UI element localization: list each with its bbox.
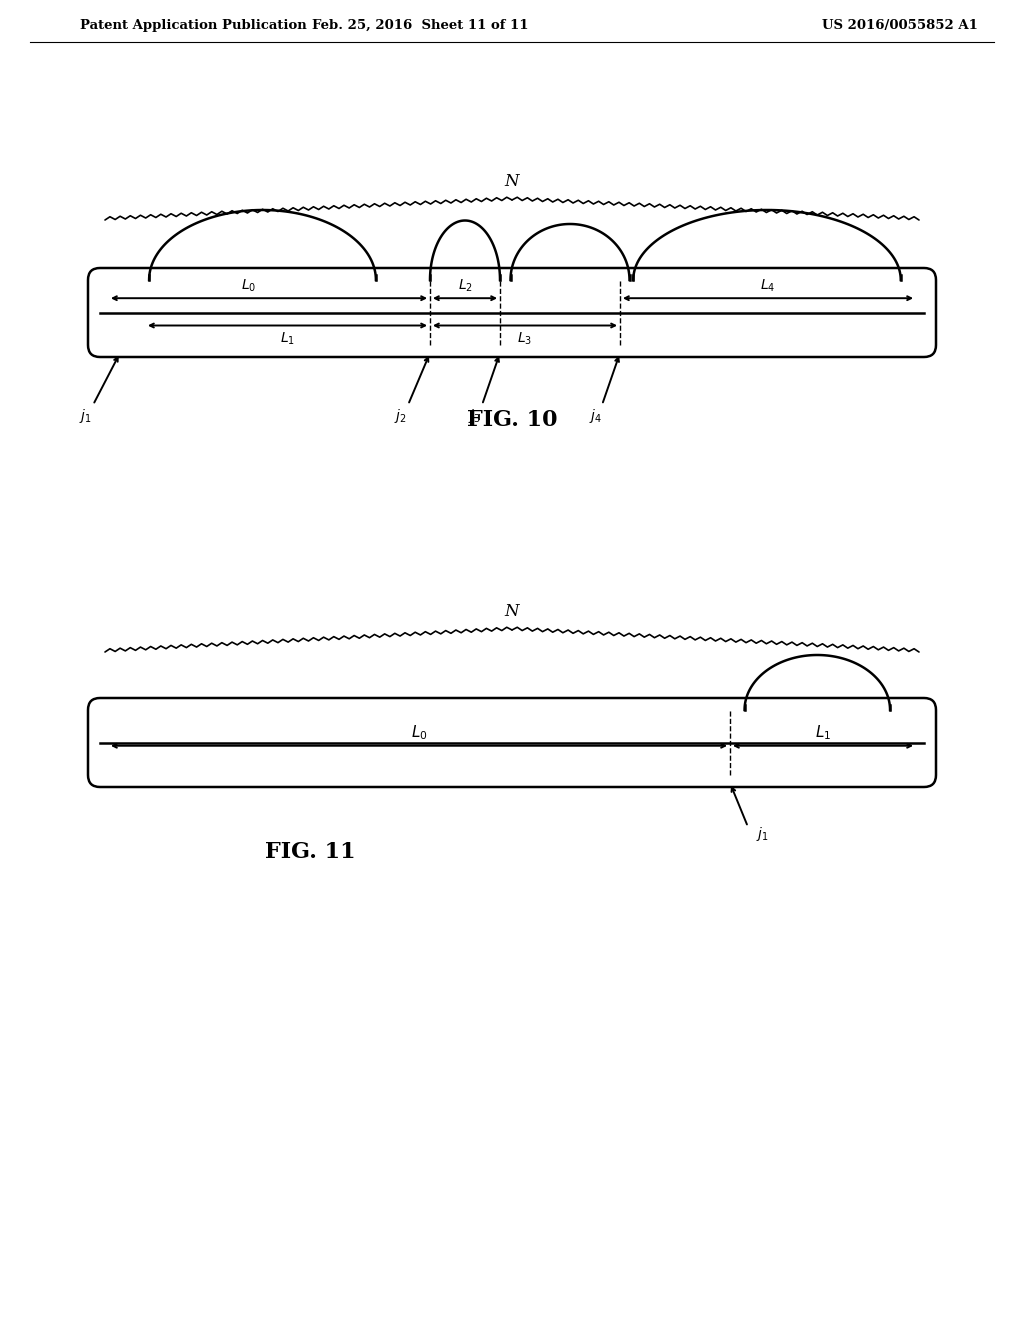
Text: FIG. 10: FIG. 10 [467, 409, 557, 432]
Text: FIG. 11: FIG. 11 [264, 841, 355, 863]
Text: $L_2$: $L_2$ [458, 277, 472, 294]
Text: $j_4$: $j_4$ [589, 407, 601, 425]
Text: Patent Application Publication: Patent Application Publication [80, 18, 307, 32]
Text: $L_1$: $L_1$ [815, 723, 831, 742]
Text: US 2016/0055852 A1: US 2016/0055852 A1 [822, 18, 978, 32]
Text: $L_3$: $L_3$ [517, 330, 532, 347]
Text: $L_1$: $L_1$ [280, 330, 295, 347]
Text: $j_1$: $j_1$ [756, 825, 769, 843]
Text: N: N [505, 603, 519, 620]
Text: $j_3$: $j_3$ [468, 407, 480, 425]
Text: $L_0$: $L_0$ [242, 277, 257, 294]
FancyBboxPatch shape [88, 698, 936, 787]
Text: $L_0$: $L_0$ [411, 723, 427, 742]
Text: $L_4$: $L_4$ [761, 277, 775, 294]
Text: Feb. 25, 2016  Sheet 11 of 11: Feb. 25, 2016 Sheet 11 of 11 [311, 18, 528, 32]
Text: $j_1$: $j_1$ [79, 407, 91, 425]
Text: $j_2$: $j_2$ [393, 407, 407, 425]
FancyBboxPatch shape [88, 268, 936, 356]
Text: N: N [505, 173, 519, 190]
